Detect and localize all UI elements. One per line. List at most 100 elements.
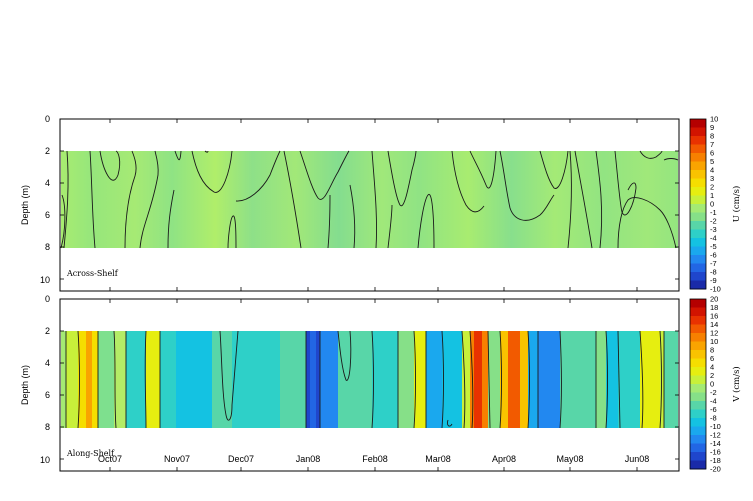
v-band: [98, 331, 114, 428]
colorbar-tick-label: 14: [710, 320, 718, 329]
v-band: [596, 331, 606, 428]
colorbar-swatch: [690, 212, 706, 222]
y-tick-label: 10: [40, 275, 50, 285]
colorbar-tick-label: -8: [710, 414, 717, 423]
panel-across-shelf: Across-Shelf 0 2 4 6 8 10 Depth (m): [20, 114, 680, 292]
colorbar-swatch: [690, 384, 706, 393]
v-band: [606, 331, 618, 428]
y-tick-label: 2: [45, 326, 50, 336]
colorbar-title: V (cm/s): [731, 366, 742, 403]
colorbar-swatch: [690, 187, 706, 196]
v-band: [320, 331, 338, 428]
colorbar-tick-label: -8: [710, 268, 717, 277]
colorbar-tick-label: -7: [710, 259, 717, 268]
colorbar-swatch: [690, 229, 706, 239]
colorbar-swatch: [690, 238, 706, 247]
colorbar-tick-label: 16: [710, 312, 718, 321]
x-tick-label: Dec07: [228, 454, 254, 464]
y-axis: 0 2 4 6 8 10 Depth (m): [20, 294, 50, 465]
v-band: [528, 331, 538, 428]
colorbar-swatch: [690, 280, 706, 290]
y-tick-label: 6: [45, 390, 50, 400]
colorbar-tick-label: -2: [710, 217, 717, 226]
colorbar-swatch: [690, 401, 706, 410]
colorbar-swatch: [690, 367, 706, 376]
colorbar-swatch: [690, 246, 706, 256]
colorbar-swatch: [690, 409, 706, 419]
colorbar-tick-label: -1: [710, 208, 717, 217]
x-tick-label: Oct07: [98, 454, 122, 464]
colorbar-swatch: [690, 307, 706, 317]
x-tick-label: Jan08: [296, 454, 321, 464]
v-band: [146, 331, 160, 428]
colorbar-swatch: [690, 341, 706, 351]
v-band: [86, 331, 92, 428]
y-tick-label: 0: [45, 114, 50, 124]
colorbar-swatch: [690, 221, 706, 230]
colorbar-tick-label: 6: [710, 354, 714, 363]
colorbar-tick-label: -4: [710, 234, 717, 243]
y-tick-label: 4: [45, 358, 50, 368]
colorbar-swatch: [690, 255, 706, 264]
colorbar-tick-label: 7: [710, 140, 714, 149]
colorbar-swatch: [690, 333, 706, 342]
y-axis: 0 2 4 6 8 10 Depth (m): [20, 114, 50, 285]
colorbar-tick-label: -6: [710, 251, 717, 260]
colorbar-tick-label: 0: [710, 380, 714, 389]
colorbar-swatch: [690, 324, 706, 334]
y-tick-label: 10: [40, 455, 50, 465]
colorbar-tick-label: 9: [710, 123, 714, 132]
u-contours: [60, 150, 679, 249]
colorbar-tick-label: 12: [710, 329, 718, 338]
panel-label: Along-Shelf: [66, 449, 115, 458]
colorbar-swatch: [690, 375, 706, 385]
v-band: [618, 331, 640, 428]
v-band: [442, 331, 462, 428]
colorbar-swatch: [690, 178, 706, 188]
colorbar-tick-label: 4: [710, 166, 714, 175]
v-band: [538, 331, 560, 428]
colorbar-swatch: [690, 161, 706, 171]
colorbar-swatch: [690, 443, 706, 453]
x-tick-label: Mar08: [425, 454, 451, 464]
v-band: [462, 331, 470, 428]
colorbar-swatch: [690, 350, 706, 359]
colorbar-tick-label: -16: [710, 448, 721, 457]
y-axis-title: Depth (m): [20, 185, 30, 225]
colorbar-swatch: [690, 316, 706, 325]
v-band: [114, 331, 126, 428]
v-band: [640, 331, 660, 428]
colorbar-tick-label: 4: [710, 363, 714, 372]
colorbar-tick-label: -5: [710, 242, 717, 251]
x-tick-label: May08: [556, 454, 583, 464]
v-band: [372, 331, 398, 428]
v-band: [508, 331, 520, 428]
colorbar-swatch: [690, 170, 706, 179]
x-axis: Oct07 Nov07 Dec07 Jan08 Feb08 Mar08 Apr0…: [98, 454, 649, 464]
colorbar-swatch: [690, 299, 706, 308]
colorbar-swatch: [690, 460, 706, 470]
v-contours: [65, 330, 665, 429]
colorbar-tick-label: -3: [710, 225, 717, 234]
v-band: [310, 331, 316, 428]
panel-along-shelf: Along-Shelf 0 2 4 6 8 10 Depth (m) Oct07…: [20, 294, 680, 472]
colorbar-swatch: [690, 153, 706, 162]
v-band: [426, 331, 442, 428]
y-tick-label: 6: [45, 210, 50, 220]
colorbar-v: 20181614121086420-2-4-6-8-10-12-14-16-18…: [689, 295, 742, 474]
v-band: [66, 331, 78, 428]
colorbar-tick-label: -18: [710, 456, 721, 465]
colorbar-tick-label: 2: [710, 183, 714, 192]
v-band: [664, 331, 678, 428]
colorbar-tick-label: -12: [710, 431, 721, 440]
colorbar-tick-label: 0: [710, 200, 714, 209]
colorbar-title: U (cm/s): [731, 186, 742, 223]
v-band: [488, 331, 500, 428]
y-tick-label: 4: [45, 178, 50, 188]
colorbar-tick-label: -10: [710, 422, 721, 431]
colorbar-swatch: [690, 358, 706, 368]
colorbar-swatch: [690, 392, 706, 402]
panel-label: Across-Shelf: [66, 269, 119, 278]
colorbar-swatch: [690, 204, 706, 213]
